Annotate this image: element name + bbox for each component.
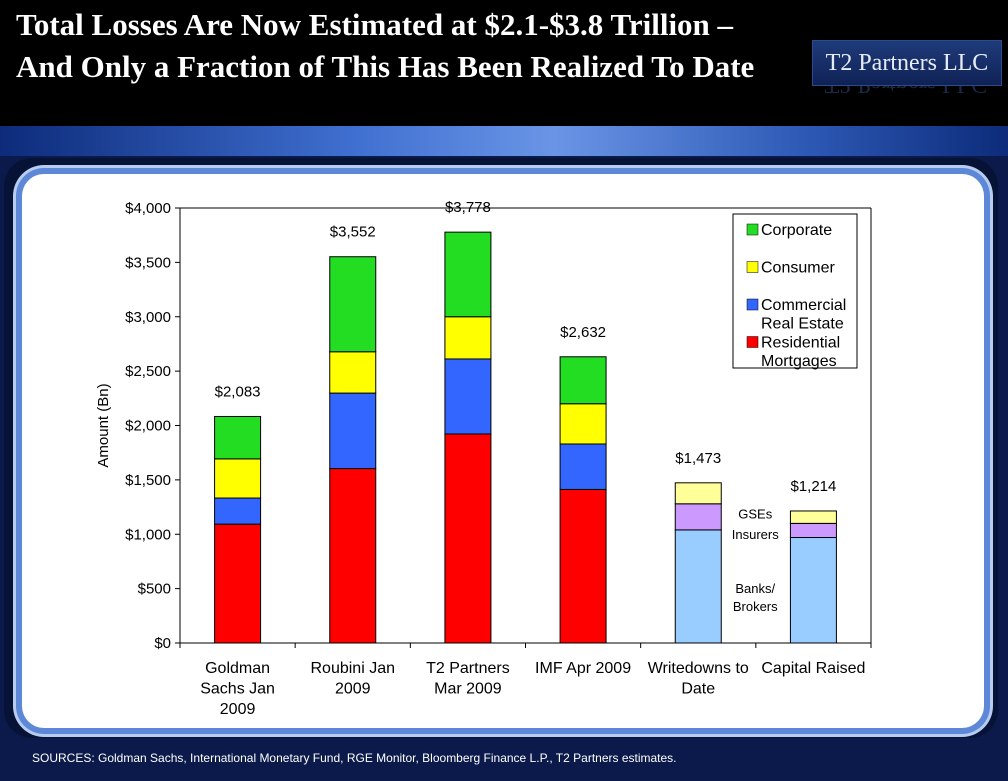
bar-total-label: $2,632 [560, 324, 606, 341]
slide-title: Total Losses Are Now Estimated at $2.1-$… [16, 7, 755, 84]
segment-annotation: GSEs [738, 506, 772, 521]
x-tick-label: Mar 2009 [434, 681, 502, 698]
bar-segment [214, 458, 262, 499]
bar-segment [444, 358, 492, 435]
bar-segment [559, 403, 607, 445]
legend-swatch [746, 261, 759, 273]
brand-logo: T2 Partners LLC [812, 40, 1002, 86]
bar-segment [329, 468, 377, 644]
legend-label: Real Estate [761, 316, 844, 333]
bar-segment [789, 537, 837, 644]
y-tick-label: $2,000 [125, 418, 171, 435]
bar-segment [444, 316, 492, 360]
bar-total-label: $1,214 [790, 478, 836, 495]
y-tick-label: $3,500 [125, 254, 171, 271]
x-tick-label: Writedowns to [648, 660, 749, 677]
bar-segment [559, 488, 607, 644]
legend-swatch [746, 298, 759, 311]
segment-annotation: Banks/ [735, 581, 775, 596]
y-tick-label: $0 [154, 635, 171, 652]
segment-annotation: Insurers [732, 527, 779, 542]
y-axis-title: Amount (Bn) [95, 383, 112, 467]
sources-note: SOURCES: Goldman Sachs, International Mo… [32, 751, 677, 765]
x-tick-label: 2009 [220, 701, 256, 718]
legend-swatch [746, 223, 759, 236]
bar-segment [674, 529, 722, 644]
bar-segment [444, 231, 492, 318]
bar-segment [559, 356, 607, 405]
bar-segment [789, 522, 837, 539]
x-tick-label: Date [681, 681, 715, 698]
x-tick-label: Capital Raised [761, 660, 865, 677]
bar-segment [559, 443, 607, 490]
bar-total-label: $3,778 [445, 199, 491, 216]
segment-annotation: Brokers [733, 599, 778, 614]
legend-label: Consumer [761, 260, 835, 277]
legend-label: Commercial [761, 297, 846, 314]
bar-segment [329, 256, 377, 353]
x-tick-label: 2009 [335, 681, 371, 698]
bar-segment [214, 415, 262, 460]
legend-label: Residential [761, 335, 840, 352]
legend-label: Mortgages [761, 353, 837, 370]
bar-total-label: $1,473 [675, 450, 721, 467]
legend-swatch [746, 336, 759, 348]
bar-segment [329, 392, 377, 470]
x-tick-label: IMF Apr 2009 [535, 660, 631, 677]
y-tick-label: $1,500 [125, 472, 171, 489]
bar-total-label: $2,083 [215, 383, 261, 400]
bar-segment [674, 482, 722, 505]
legend-label: Corporate [761, 222, 832, 239]
x-tick-label: Goldman [205, 660, 270, 677]
x-tick-label: T2 Partners [426, 660, 510, 677]
bar-segment [329, 351, 377, 394]
bar-segment [789, 510, 837, 524]
header-bar: Total Losses Are Now Estimated at $2.1-$… [0, 0, 1008, 126]
header-stripe [0, 126, 1008, 156]
bar-total-label: $3,552 [330, 224, 376, 241]
x-tick-label: Roubini Jan [311, 660, 396, 677]
x-tick-label: Sachs Jan [200, 681, 275, 698]
bar-segment [444, 433, 492, 644]
y-tick-label: $2,500 [125, 363, 171, 380]
bar-segment [674, 503, 722, 531]
y-tick-label: $4,000 [125, 200, 171, 217]
y-tick-label: $3,000 [125, 309, 171, 326]
bar-segment [214, 497, 262, 525]
y-tick-label: $1,000 [125, 526, 171, 543]
bar-segment [214, 523, 262, 644]
y-tick-label: $500 [138, 581, 171, 598]
